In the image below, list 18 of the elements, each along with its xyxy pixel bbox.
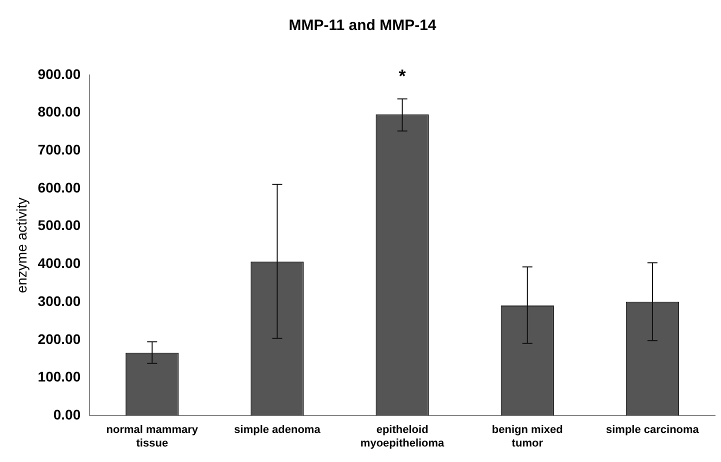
annotation: *	[398, 66, 406, 86]
y-tick-label: 100.00	[38, 368, 81, 385]
x-tick-label: normal mammary tissue	[106, 424, 199, 450]
y-tick-label: 400.00	[38, 255, 81, 272]
y-tick-label: 700.00	[38, 142, 81, 158]
y-axis-title: enzyme activity	[13, 197, 30, 294]
x-tick-label: benign mixed tumor	[492, 424, 563, 450]
y-tick-label: 900.00	[38, 66, 81, 82]
x-tick-label: simple adenoma	[234, 424, 322, 436]
x-tick-label: epitheloid myoepithelioma	[360, 424, 446, 450]
y-tick-label: 800.00	[38, 104, 81, 120]
y-tick-label: 0.00	[53, 406, 81, 422]
y-tick-label: 500.00	[38, 217, 81, 234]
x-tick-label: simple carcinoma	[606, 424, 700, 436]
y-tick-label: 600.00	[38, 179, 81, 196]
y-tick-label: 200.00	[38, 330, 81, 347]
y-tick-label: 300.00	[38, 292, 81, 309]
chart-title: MMP-11 and MMP-14	[288, 17, 437, 34]
